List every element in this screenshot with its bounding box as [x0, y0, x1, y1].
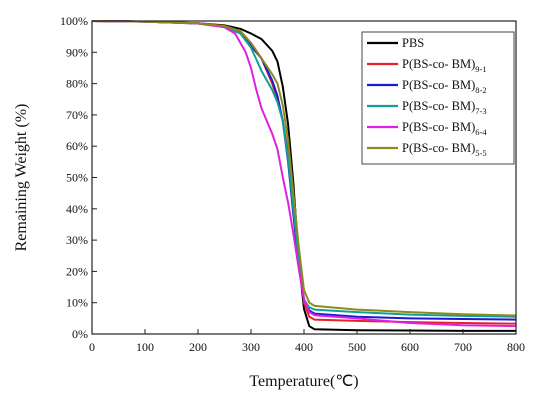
y-tick-label: 40% [66, 202, 88, 216]
x-tick-label: 200 [189, 340, 207, 354]
legend-label-1: PBS [402, 36, 424, 50]
y-tick-label: 60% [66, 139, 88, 153]
series-line-6 [91, 20, 517, 317]
legend-label-2: P(BS-co- BM)9-1 [402, 57, 487, 74]
x-axis-title: Temperature(℃) [249, 373, 358, 390]
series-layer [91, 20, 517, 332]
series-line-5 [91, 20, 517, 328]
x-tick-label: 600 [401, 340, 419, 354]
x-tick-label: 300 [242, 340, 260, 354]
y-tick-label: 0% [72, 327, 88, 341]
legend-label-4: P(BS-co- BM)7-3 [402, 99, 487, 116]
y-tick-label: 100% [60, 14, 88, 28]
x-tick-label: 0 [89, 340, 95, 354]
x-tick-label: 400 [295, 340, 313, 354]
x-tick-label: 800 [507, 340, 525, 354]
y-tick-label: 20% [66, 264, 88, 278]
x-tick-label: 500 [348, 340, 366, 354]
legend: PBS P(BS-co- BM)9-1 P(BS-co- BM)8-2 P(BS-co… [361, 31, 515, 165]
legend-label-5: P(BS-co- BM)6-4 [402, 120, 487, 137]
legend-label-3: P(BS-co- BM)8-2 [402, 78, 487, 95]
y-axis-title: Remaining Weight (%) [13, 104, 30, 252]
y-tick-label: 50% [66, 171, 88, 185]
legend-label-6: P(BS-co- BM)5-5 [402, 141, 487, 158]
y-tick-label: 90% [66, 45, 88, 59]
legend-box [361, 31, 515, 165]
y-tick-label: 70% [66, 108, 88, 122]
x-tick-label: 100 [136, 340, 154, 354]
y-tick-label: 80% [66, 77, 88, 91]
ticks-layer: 0 100 200 300 400 500 600 700 800 0% 10% 20% 30% 40% 5… [60, 14, 525, 354]
y-tick-label: 30% [66, 233, 88, 247]
x-tick-label: 700 [454, 340, 472, 354]
y-tick-label: 10% [66, 296, 88, 310]
